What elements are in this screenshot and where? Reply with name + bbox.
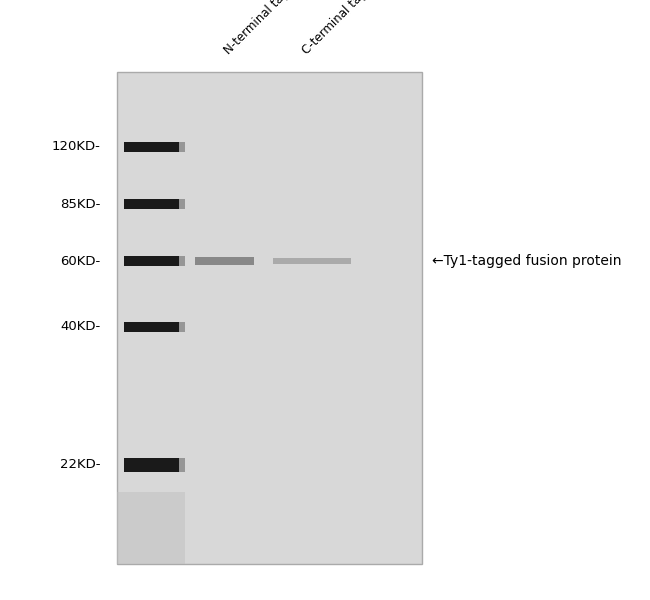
Text: 40KD-: 40KD- xyxy=(60,320,101,334)
FancyBboxPatch shape xyxy=(179,199,185,209)
Text: 22KD-: 22KD- xyxy=(60,458,101,472)
FancyBboxPatch shape xyxy=(195,257,254,265)
FancyBboxPatch shape xyxy=(179,322,185,332)
FancyBboxPatch shape xyxy=(179,142,185,152)
Text: N-terminal tagged: N-terminal tagged xyxy=(222,0,307,57)
FancyBboxPatch shape xyxy=(124,322,179,332)
Text: 85KD-: 85KD- xyxy=(60,197,101,211)
Text: 120KD-: 120KD- xyxy=(52,140,101,154)
FancyBboxPatch shape xyxy=(124,142,179,152)
FancyBboxPatch shape xyxy=(124,458,179,472)
FancyBboxPatch shape xyxy=(179,458,185,472)
FancyBboxPatch shape xyxy=(124,256,179,266)
FancyBboxPatch shape xyxy=(179,256,185,266)
Text: 60KD-: 60KD- xyxy=(60,254,101,268)
FancyBboxPatch shape xyxy=(117,492,185,564)
Text: C-terminal tagged: C-terminal tagged xyxy=(300,0,385,57)
FancyBboxPatch shape xyxy=(117,72,422,564)
FancyBboxPatch shape xyxy=(273,258,351,264)
Text: ←Ty1-tagged fusion protein: ←Ty1-tagged fusion protein xyxy=(432,254,622,268)
FancyBboxPatch shape xyxy=(124,199,179,209)
